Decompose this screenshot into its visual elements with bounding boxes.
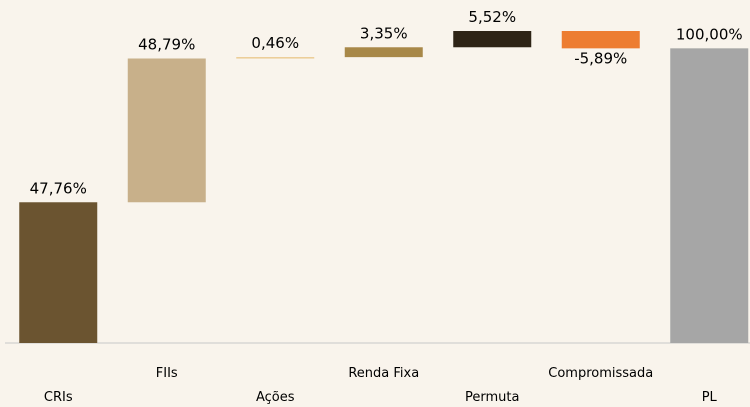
bar [127, 58, 206, 203]
x-tick-label: Compromissada [548, 366, 653, 381]
value-label: 5,52% [468, 8, 516, 26]
value-label: 47,76% [30, 179, 87, 197]
bar [344, 47, 423, 58]
x-tick-label: FIIs [156, 366, 178, 381]
value-label: 48,79% [138, 35, 195, 53]
bar [236, 57, 315, 59]
x-tick-label: CRIs [44, 390, 73, 405]
value-label: 3,35% [360, 24, 408, 42]
bar [19, 202, 98, 343]
value-label: -5,89% [574, 49, 627, 67]
bar [453, 31, 532, 48]
x-tick-label: Renda Fixa [348, 366, 419, 381]
bar [561, 31, 640, 49]
x-tick-label: PL [702, 390, 718, 405]
bar [670, 48, 749, 344]
x-tick-label: Permuta [465, 390, 519, 405]
value-label: 100,00% [676, 25, 743, 43]
value-label: 0,46% [251, 34, 299, 52]
x-tick-label: Ações [256, 390, 295, 405]
